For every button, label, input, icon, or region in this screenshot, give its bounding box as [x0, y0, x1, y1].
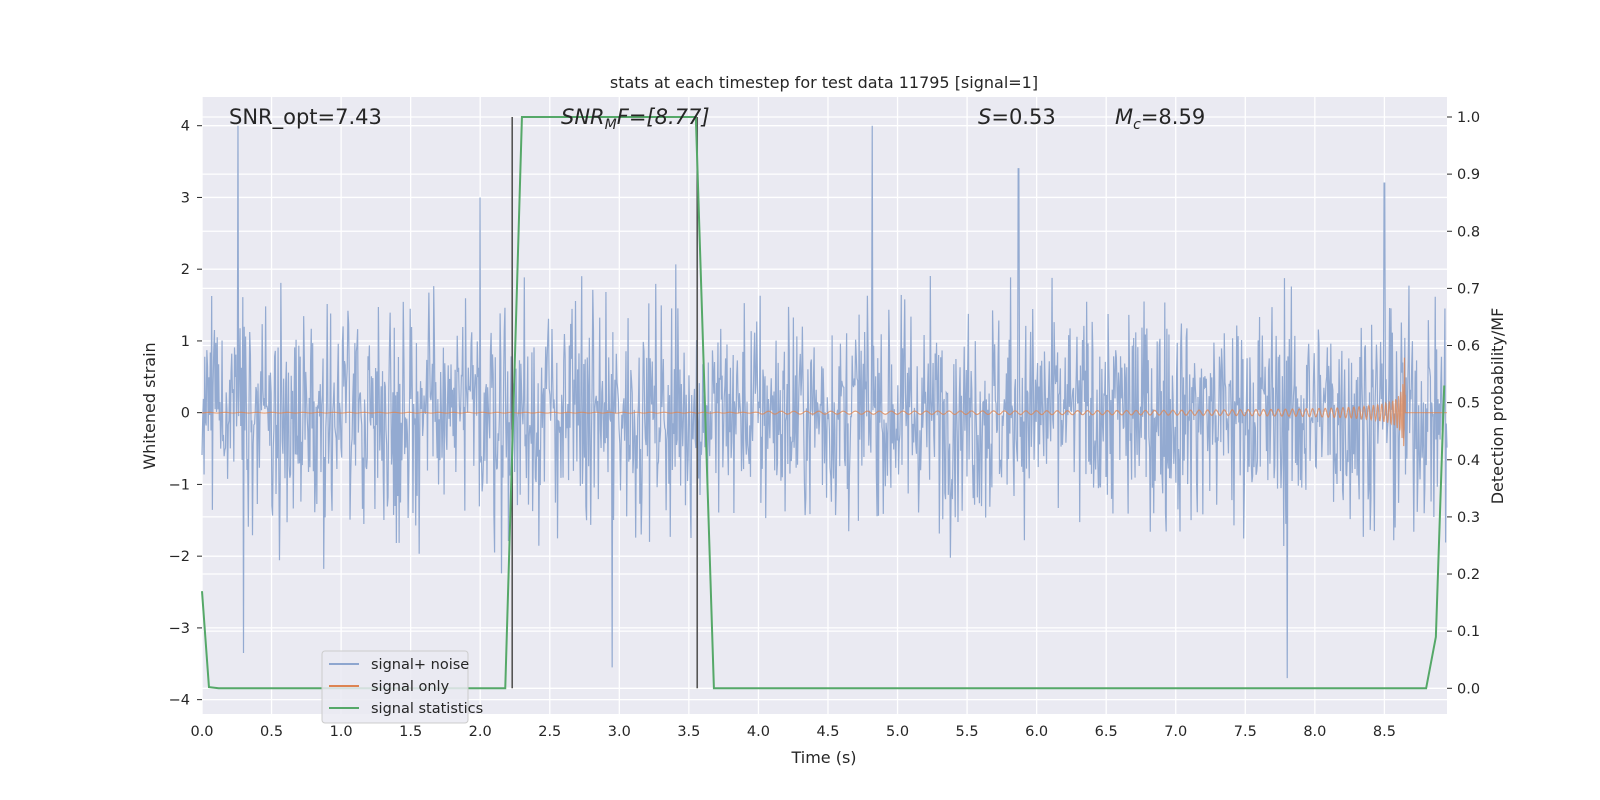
x-tick-label: 4.5 — [816, 724, 839, 740]
x-tick-label: 7.5 — [1234, 724, 1257, 740]
y-right-tick-label: 0.9 — [1457, 167, 1480, 183]
mc-annotation: Mc=8.59 — [1115, 105, 1205, 133]
y-left-tick-label: 0 — [181, 406, 190, 422]
x-tick-label: 3.5 — [677, 724, 700, 740]
x-tick-label: 4.0 — [747, 724, 770, 740]
x-tick-label: 6.0 — [1025, 724, 1048, 740]
y-right-tick-label: 0.8 — [1457, 224, 1480, 240]
y-left-tick-labels: 4 3 2 1 0 −1 −2 −3 −4 — [169, 119, 202, 709]
s-annotation: S=0.53 — [978, 105, 1056, 129]
y-right-tick-label: 0.7 — [1457, 281, 1480, 297]
x-axis-label: Time (s) — [790, 748, 856, 767]
legend-box — [321, 650, 469, 724]
y-right-tick-label: 0.1 — [1457, 624, 1480, 640]
x-tick-label: 3.0 — [608, 724, 631, 740]
y-right-tick-label: 0.5 — [1457, 396, 1480, 412]
y-left-tick-label: 4 — [181, 119, 190, 135]
x-tick-label: 5.5 — [956, 724, 979, 740]
signal-noise-line — [201, 125, 1448, 679]
y-left-tick-label: 1 — [181, 334, 190, 350]
x-tick-label: 7.0 — [1164, 724, 1187, 740]
x-tick-label: 1.5 — [399, 724, 422, 740]
x-tick-labels: 0.0 0.5 1.0 1.5 2.0 2.5 3.0 3.5 4.0 4.5 5.0 5.5 6.0 6… — [190, 724, 1395, 740]
signal-statistics-series — [201, 116, 1446, 690]
y-right-tick-label: 0.0 — [1457, 681, 1480, 697]
x-tick-label: 8.5 — [1373, 724, 1396, 740]
legend-label-stats: signal statistics — [371, 701, 483, 717]
y-left-tick-label: −4 — [169, 693, 190, 709]
y-left-tick-label: −2 — [169, 549, 190, 565]
x-tick-label: 8.0 — [1303, 724, 1326, 740]
y-left-tick-label: 3 — [181, 190, 190, 206]
y-left-axis-label: Whitened strain — [140, 342, 159, 469]
snr-opt-annotation: SNR_opt=7.43 — [229, 105, 382, 130]
x-tick-label: 2.0 — [469, 724, 492, 740]
y-left-tick-label: −1 — [169, 477, 190, 493]
signal-only-line — [201, 357, 1447, 447]
x-tick-label: 5.0 — [886, 724, 909, 740]
y-right-tick-label: 1.0 — [1457, 110, 1480, 126]
legend: signal+ noise signal only signal statist… — [321, 650, 483, 724]
y-right-axis-label: Detection probability/MF — [1488, 308, 1507, 505]
signal-statistics-line — [201, 116, 1446, 690]
y-right-tick-label: 0.2 — [1457, 567, 1480, 583]
y-right-tick-label: 0.3 — [1457, 510, 1480, 526]
signal-noise-series — [201, 125, 1448, 679]
x-tick-label: 6.5 — [1095, 724, 1118, 740]
x-tick-label: 0.5 — [260, 724, 283, 740]
x-tick-label: 1.0 — [330, 724, 353, 740]
legend-label-signal: signal only — [371, 679, 450, 695]
x-tick-label: 0.0 — [190, 724, 213, 740]
detection-boundary-lines — [511, 116, 699, 689]
y-left-tick-label: 2 — [181, 262, 190, 278]
y-right-tick-labels: 1.0 0.9 0.8 0.7 0.6 0.5 0.4 0.3 0.2 0.1 0.0 — [1447, 110, 1480, 697]
y-right-tick-label: 0.6 — [1457, 339, 1480, 355]
y-left-tick-label: −3 — [169, 621, 190, 637]
chart-title: stats at each timestep for test data 117… — [610, 73, 1038, 92]
legend-label-noise: signal+ noise — [371, 657, 469, 673]
y-right-tick-label: 0.4 — [1457, 453, 1480, 469]
signal-only-series — [201, 357, 1447, 447]
x-tick-label: 2.5 — [538, 724, 561, 740]
snr-mf-annotation: SNRMF=[8.77] — [561, 105, 710, 133]
